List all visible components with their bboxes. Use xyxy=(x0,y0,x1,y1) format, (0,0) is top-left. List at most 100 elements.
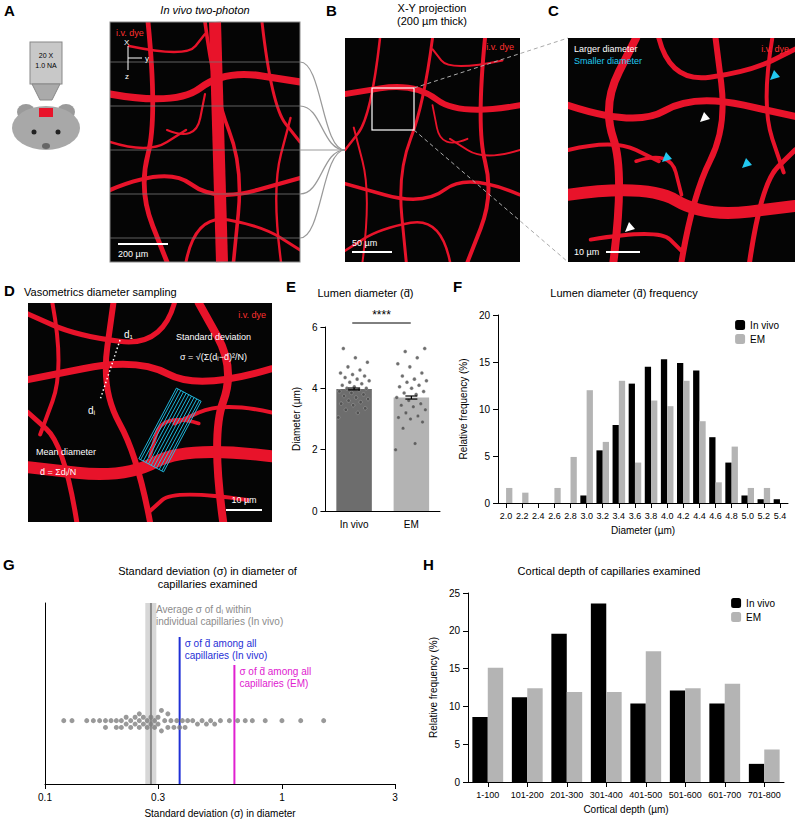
svg-text:2.4: 2.4 xyxy=(532,511,545,521)
svg-text:3.4: 3.4 xyxy=(613,511,626,521)
svg-text:Lumen diameter (d̄): Lumen diameter (d̄) xyxy=(318,287,414,299)
svg-text:H: H xyxy=(423,556,434,573)
svg-text:Standard deviation: Standard deviation xyxy=(176,332,251,342)
svg-text:2.6: 2.6 xyxy=(548,511,561,521)
svg-text:Diameter (µm): Diameter (µm) xyxy=(291,387,302,451)
svg-text:B: B xyxy=(326,2,337,19)
svg-text:i.v. dye: i.v. dye xyxy=(761,44,789,54)
svg-text:Smaller diameter: Smaller diameter xyxy=(574,56,642,66)
svg-text:6: 6 xyxy=(312,322,318,333)
svg-text:i.v. dye: i.v. dye xyxy=(116,28,144,38)
svg-text:3: 3 xyxy=(392,792,398,803)
svg-text:z: z xyxy=(125,72,129,81)
svg-text:0.3: 0.3 xyxy=(151,792,165,803)
svg-text:i.v. dye: i.v. dye xyxy=(238,310,266,320)
svg-text:20 X: 20 X xyxy=(39,52,54,59)
svg-text:200 µm: 200 µm xyxy=(118,249,148,259)
svg-text:Average σ of dᵢ within: Average σ of dᵢ within xyxy=(156,604,251,615)
svg-text:15: 15 xyxy=(479,357,491,368)
svg-text:4.4: 4.4 xyxy=(693,511,706,521)
svg-text:4.6: 4.6 xyxy=(709,511,722,521)
svg-text:d̄ = Σdᵢ/N: d̄ = Σdᵢ/N xyxy=(40,467,76,477)
svg-text:10 µm: 10 µm xyxy=(231,495,256,505)
svg-text:EM: EM xyxy=(404,519,419,530)
svg-text:In vivo: In vivo xyxy=(746,598,775,609)
svg-text:i.v. dye: i.v. dye xyxy=(486,42,514,52)
svg-text:C: C xyxy=(548,2,559,19)
svg-text:4.8: 4.8 xyxy=(725,511,738,521)
svg-text:Relative frequency (%): Relative frequency (%) xyxy=(428,637,439,738)
svg-text:2.8: 2.8 xyxy=(564,511,577,521)
svg-text:X-Y projection(200 µm thick): X-Y projection(200 µm thick) xyxy=(397,2,467,27)
svg-text:EM: EM xyxy=(746,612,761,623)
svg-text:G: G xyxy=(3,556,15,573)
svg-text:10 µm: 10 µm xyxy=(574,247,599,257)
svg-text:capillaries (In vivo): capillaries (In vivo) xyxy=(185,650,268,661)
svg-text:4.0: 4.0 xyxy=(661,511,674,521)
svg-text:0: 0 xyxy=(454,777,460,788)
svg-text:3.2: 3.2 xyxy=(596,511,609,521)
svg-text:5: 5 xyxy=(454,739,460,750)
svg-text:Lumen diameter (d̄) frequency: Lumen diameter (d̄) frequency xyxy=(550,287,698,299)
svg-text:y: y xyxy=(145,54,149,63)
svg-text:σ of d̄ among all: σ of d̄ among all xyxy=(185,638,257,649)
svg-text:5: 5 xyxy=(484,451,490,462)
svg-text:D: D xyxy=(4,282,15,299)
svg-text:dᵢ: dᵢ xyxy=(88,405,96,416)
svg-text:0.1: 0.1 xyxy=(38,792,52,803)
svg-text:In vivo: In vivo xyxy=(750,320,779,331)
svg-text:Mean diameter: Mean diameter xyxy=(36,447,96,457)
svg-text:1.0 NA: 1.0 NA xyxy=(35,62,57,69)
svg-text:401-500: 401-500 xyxy=(629,790,662,800)
svg-text:15: 15 xyxy=(449,663,461,674)
svg-text:4.2: 4.2 xyxy=(677,511,690,521)
svg-text:Cortical depth of capillaries: Cortical depth of capillaries examined xyxy=(518,565,701,577)
svg-text:20: 20 xyxy=(479,310,491,321)
svg-text:Vasometrics diameter sampling: Vasometrics diameter sampling xyxy=(24,286,177,298)
svg-text:50 µm: 50 µm xyxy=(352,238,377,248)
svg-text:d₁: d₁ xyxy=(124,329,134,340)
svg-text:σ = √(Σ(dᵢ−d̄)²/N): σ = √(Σ(dᵢ−d̄)²/N) xyxy=(180,352,247,362)
svg-text:Relative frequency (%): Relative frequency (%) xyxy=(458,358,469,459)
svg-text:1: 1 xyxy=(279,792,285,803)
svg-text:****: **** xyxy=(372,308,391,322)
svg-text:σ of d̄ among all: σ of d̄ among all xyxy=(239,666,311,677)
svg-text:5.0: 5.0 xyxy=(741,511,754,521)
svg-text:3.6: 3.6 xyxy=(629,511,642,521)
svg-text:Diameter (µm): Diameter (µm) xyxy=(611,525,675,536)
svg-text:individual capillaries (In viv: individual capillaries (In vivo) xyxy=(156,616,283,627)
svg-text:3.8: 3.8 xyxy=(645,511,658,521)
svg-text:A: A xyxy=(4,2,15,19)
svg-text:0: 0 xyxy=(484,498,490,509)
svg-text:capillaries examined: capillaries examined xyxy=(158,578,258,590)
svg-text:701-800: 701-800 xyxy=(748,790,781,800)
svg-text:2: 2 xyxy=(312,444,318,455)
svg-text:501-600: 501-600 xyxy=(669,790,702,800)
svg-text:4: 4 xyxy=(312,383,318,394)
svg-text:Standard deviation (σ) in diam: Standard deviation (σ) in diameter of xyxy=(118,565,298,577)
svg-text:301-400: 301-400 xyxy=(590,790,623,800)
svg-text:In vivo: In vivo xyxy=(340,519,369,530)
svg-text:5.4: 5.4 xyxy=(774,511,787,521)
svg-text:5.2: 5.2 xyxy=(758,511,771,521)
svg-text:10: 10 xyxy=(449,701,461,712)
svg-text:601-700: 601-700 xyxy=(708,790,741,800)
svg-text:2.0: 2.0 xyxy=(500,511,513,521)
svg-text:0: 0 xyxy=(312,506,318,517)
svg-text:capillaries (EM): capillaries (EM) xyxy=(239,678,308,689)
svg-text:25: 25 xyxy=(449,588,461,599)
svg-text:101-200: 101-200 xyxy=(511,790,544,800)
svg-text:In vivo two-photon: In vivo two-photon xyxy=(160,4,249,16)
svg-text:3.0: 3.0 xyxy=(580,511,593,521)
svg-text:F: F xyxy=(453,278,462,295)
svg-text:Cortical depth (µm): Cortical depth (µm) xyxy=(583,804,668,815)
svg-text:1-100: 1-100 xyxy=(476,790,499,800)
svg-text:2.2: 2.2 xyxy=(516,511,529,521)
svg-text:201-300: 201-300 xyxy=(550,790,583,800)
svg-text:10: 10 xyxy=(479,404,491,415)
svg-text:X: X xyxy=(124,38,130,47)
svg-text:20: 20 xyxy=(449,625,461,636)
svg-text:Larger diameter: Larger diameter xyxy=(574,44,638,54)
svg-text:EM: EM xyxy=(750,334,765,345)
svg-text:E: E xyxy=(286,278,296,295)
